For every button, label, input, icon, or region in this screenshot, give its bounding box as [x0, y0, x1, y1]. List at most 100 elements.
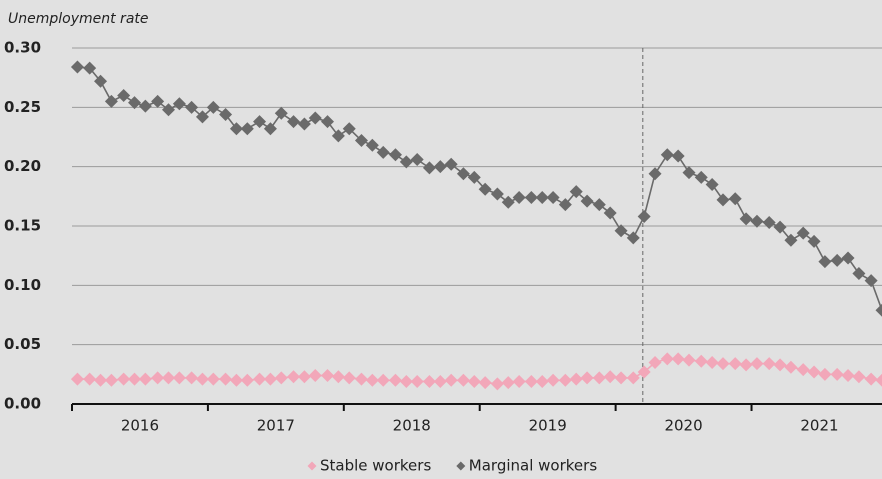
- legend-marker: [456, 461, 466, 471]
- data-point: [864, 274, 878, 288]
- data-point: [151, 94, 165, 108]
- data-point: [138, 372, 152, 386]
- data-point: [128, 372, 142, 386]
- data-point: [104, 373, 118, 387]
- data-point: [399, 155, 413, 169]
- data-point: [501, 376, 515, 390]
- x-tick-label: 2017: [257, 417, 295, 435]
- data-point: [297, 370, 311, 384]
- x-tick-label: 2016: [121, 417, 159, 435]
- data-point: [94, 373, 108, 387]
- data-point: [308, 111, 322, 125]
- data-point: [728, 192, 742, 206]
- data-point: [728, 357, 742, 371]
- data-point: [104, 94, 118, 108]
- data-point: [716, 193, 730, 207]
- data-point: [501, 195, 515, 209]
- data-point: [637, 365, 651, 379]
- y-tick-label: 0.05: [4, 335, 41, 353]
- data-point: [841, 369, 855, 383]
- data-point: [342, 371, 356, 385]
- data-point: [852, 266, 866, 280]
- data-point: [864, 372, 878, 386]
- data-point: [830, 367, 844, 381]
- x-tick-label: 2020: [664, 417, 702, 435]
- data-point: [558, 373, 572, 387]
- data-point: [512, 374, 526, 388]
- data-point: [151, 371, 165, 385]
- y-axis-label: Unemployment rate: [8, 11, 149, 27]
- data-point: [773, 358, 787, 372]
- data-point: [331, 129, 345, 143]
- x-tick-label: 2019: [529, 417, 567, 435]
- data-point: [784, 360, 798, 374]
- y-tick-label: 0.20: [4, 157, 41, 175]
- data-point: [253, 372, 267, 386]
- data-point: [660, 148, 674, 162]
- legend-marker: [307, 461, 317, 471]
- data-point: [161, 103, 175, 117]
- data-point: [739, 212, 753, 226]
- data-point: [456, 373, 470, 387]
- data-point: [388, 148, 402, 162]
- y-tick-label: 0.15: [4, 217, 41, 235]
- data-point: [206, 372, 220, 386]
- data-point: [546, 373, 560, 387]
- data-point: [614, 224, 628, 238]
- data-point: [524, 191, 538, 205]
- data-point: [308, 369, 322, 383]
- data-point: [128, 96, 142, 110]
- data-point: [422, 374, 436, 388]
- data-point: [478, 376, 492, 390]
- data-point: [784, 233, 798, 247]
- data-point: [331, 370, 345, 384]
- data-point: [456, 167, 470, 181]
- data-point: [762, 357, 776, 371]
- data-point: [263, 372, 277, 386]
- data-point: [569, 185, 583, 199]
- data-point: [263, 122, 277, 136]
- data-point: [512, 191, 526, 205]
- data-point: [185, 100, 199, 114]
- data-point: [603, 370, 617, 384]
- x-tick-label: 2021: [800, 417, 838, 435]
- data-point: [580, 194, 594, 208]
- data-point: [138, 99, 152, 113]
- data-point: [117, 372, 131, 386]
- data-point: [852, 370, 866, 384]
- data-point: [705, 355, 719, 369]
- data-point: [287, 115, 301, 129]
- data-point: [274, 106, 288, 120]
- legend-label: Stable workers: [320, 457, 431, 475]
- data-point: [682, 353, 696, 367]
- data-point: [376, 145, 390, 159]
- data-point: [580, 371, 594, 385]
- data-point: [219, 372, 233, 386]
- data-point: [490, 187, 504, 201]
- data-point: [433, 374, 447, 388]
- data-point: [841, 251, 855, 265]
- data-point: [354, 134, 368, 148]
- data-point: [671, 149, 685, 163]
- data-point: [321, 115, 335, 129]
- data-point: [342, 122, 356, 136]
- data-point: [297, 117, 311, 131]
- x-tick-label: 2018: [393, 417, 431, 435]
- data-point: [70, 60, 84, 74]
- data-point: [796, 226, 810, 240]
- data-point: [422, 161, 436, 175]
- data-point: [185, 371, 199, 385]
- data-point: [592, 198, 606, 212]
- plot-area: [70, 60, 882, 391]
- data-point: [807, 365, 821, 379]
- data-point: [694, 354, 708, 368]
- data-point: [195, 110, 209, 124]
- data-point: [558, 198, 572, 212]
- data-point: [172, 371, 186, 385]
- data-point: [716, 357, 730, 371]
- data-point: [240, 373, 254, 387]
- data-point: [94, 74, 108, 88]
- data-point: [660, 352, 674, 366]
- data-point: [117, 88, 131, 102]
- y-tick-label: 0.30: [4, 39, 41, 57]
